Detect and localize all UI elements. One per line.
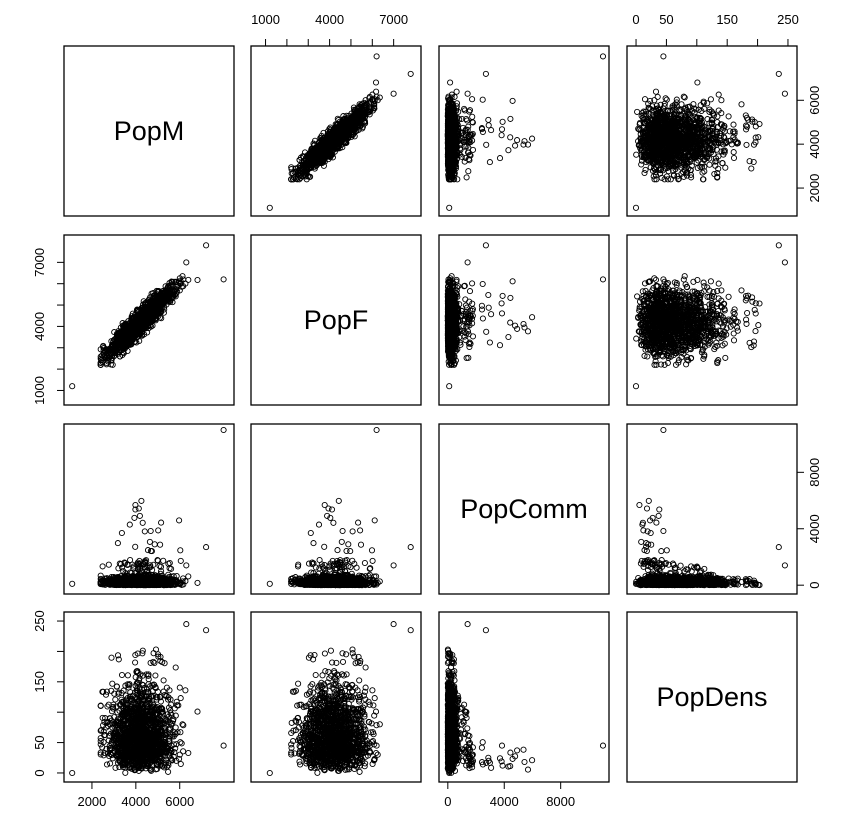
- data-point: [366, 93, 373, 100]
- panel-PopM-PopComm: [438, 45, 610, 217]
- panel-PopM-PopM: PopM: [63, 45, 235, 217]
- panel-PopM-PopF: [250, 45, 422, 217]
- data-point: [303, 176, 310, 183]
- panel-PopF-PopM: [63, 234, 235, 406]
- data-point: [372, 79, 380, 86]
- panel-PopM-PopDens: [626, 45, 798, 217]
- panel-frame: [63, 45, 235, 217]
- variable-label-PopM: PopM: [114, 116, 185, 146]
